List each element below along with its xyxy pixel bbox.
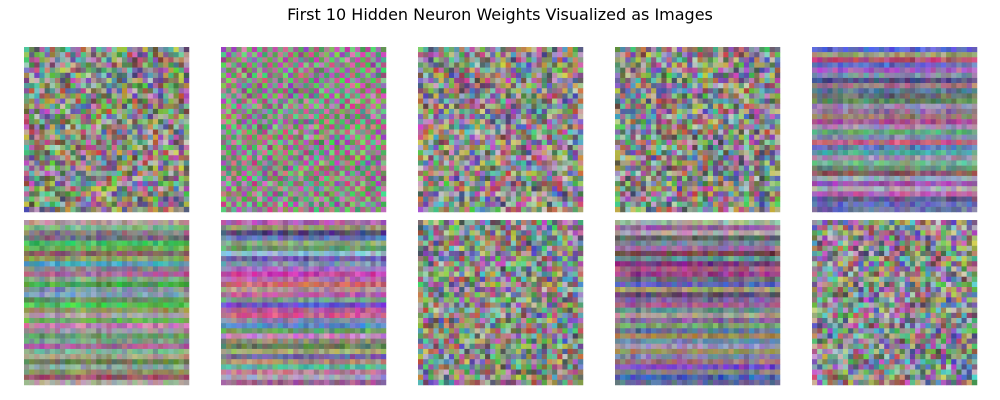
neuron-weight-image-7 [221,220,387,386]
neuron-weight-image-6 [24,220,190,386]
neuron-weight-image-3 [418,47,584,213]
neuron-weight-image-2 [221,47,387,213]
neuron-weight-image-5 [812,47,978,213]
neuron-weight-image-1 [24,47,190,213]
neuron-weight-image-8 [418,220,584,386]
neuron-weight-image-4 [615,47,781,213]
neuron-weight-image-9 [615,220,781,386]
figure-title: First 10 Hidden Neuron Weights Visualize… [287,5,713,24]
neuron-weight-image-10 [812,220,978,386]
